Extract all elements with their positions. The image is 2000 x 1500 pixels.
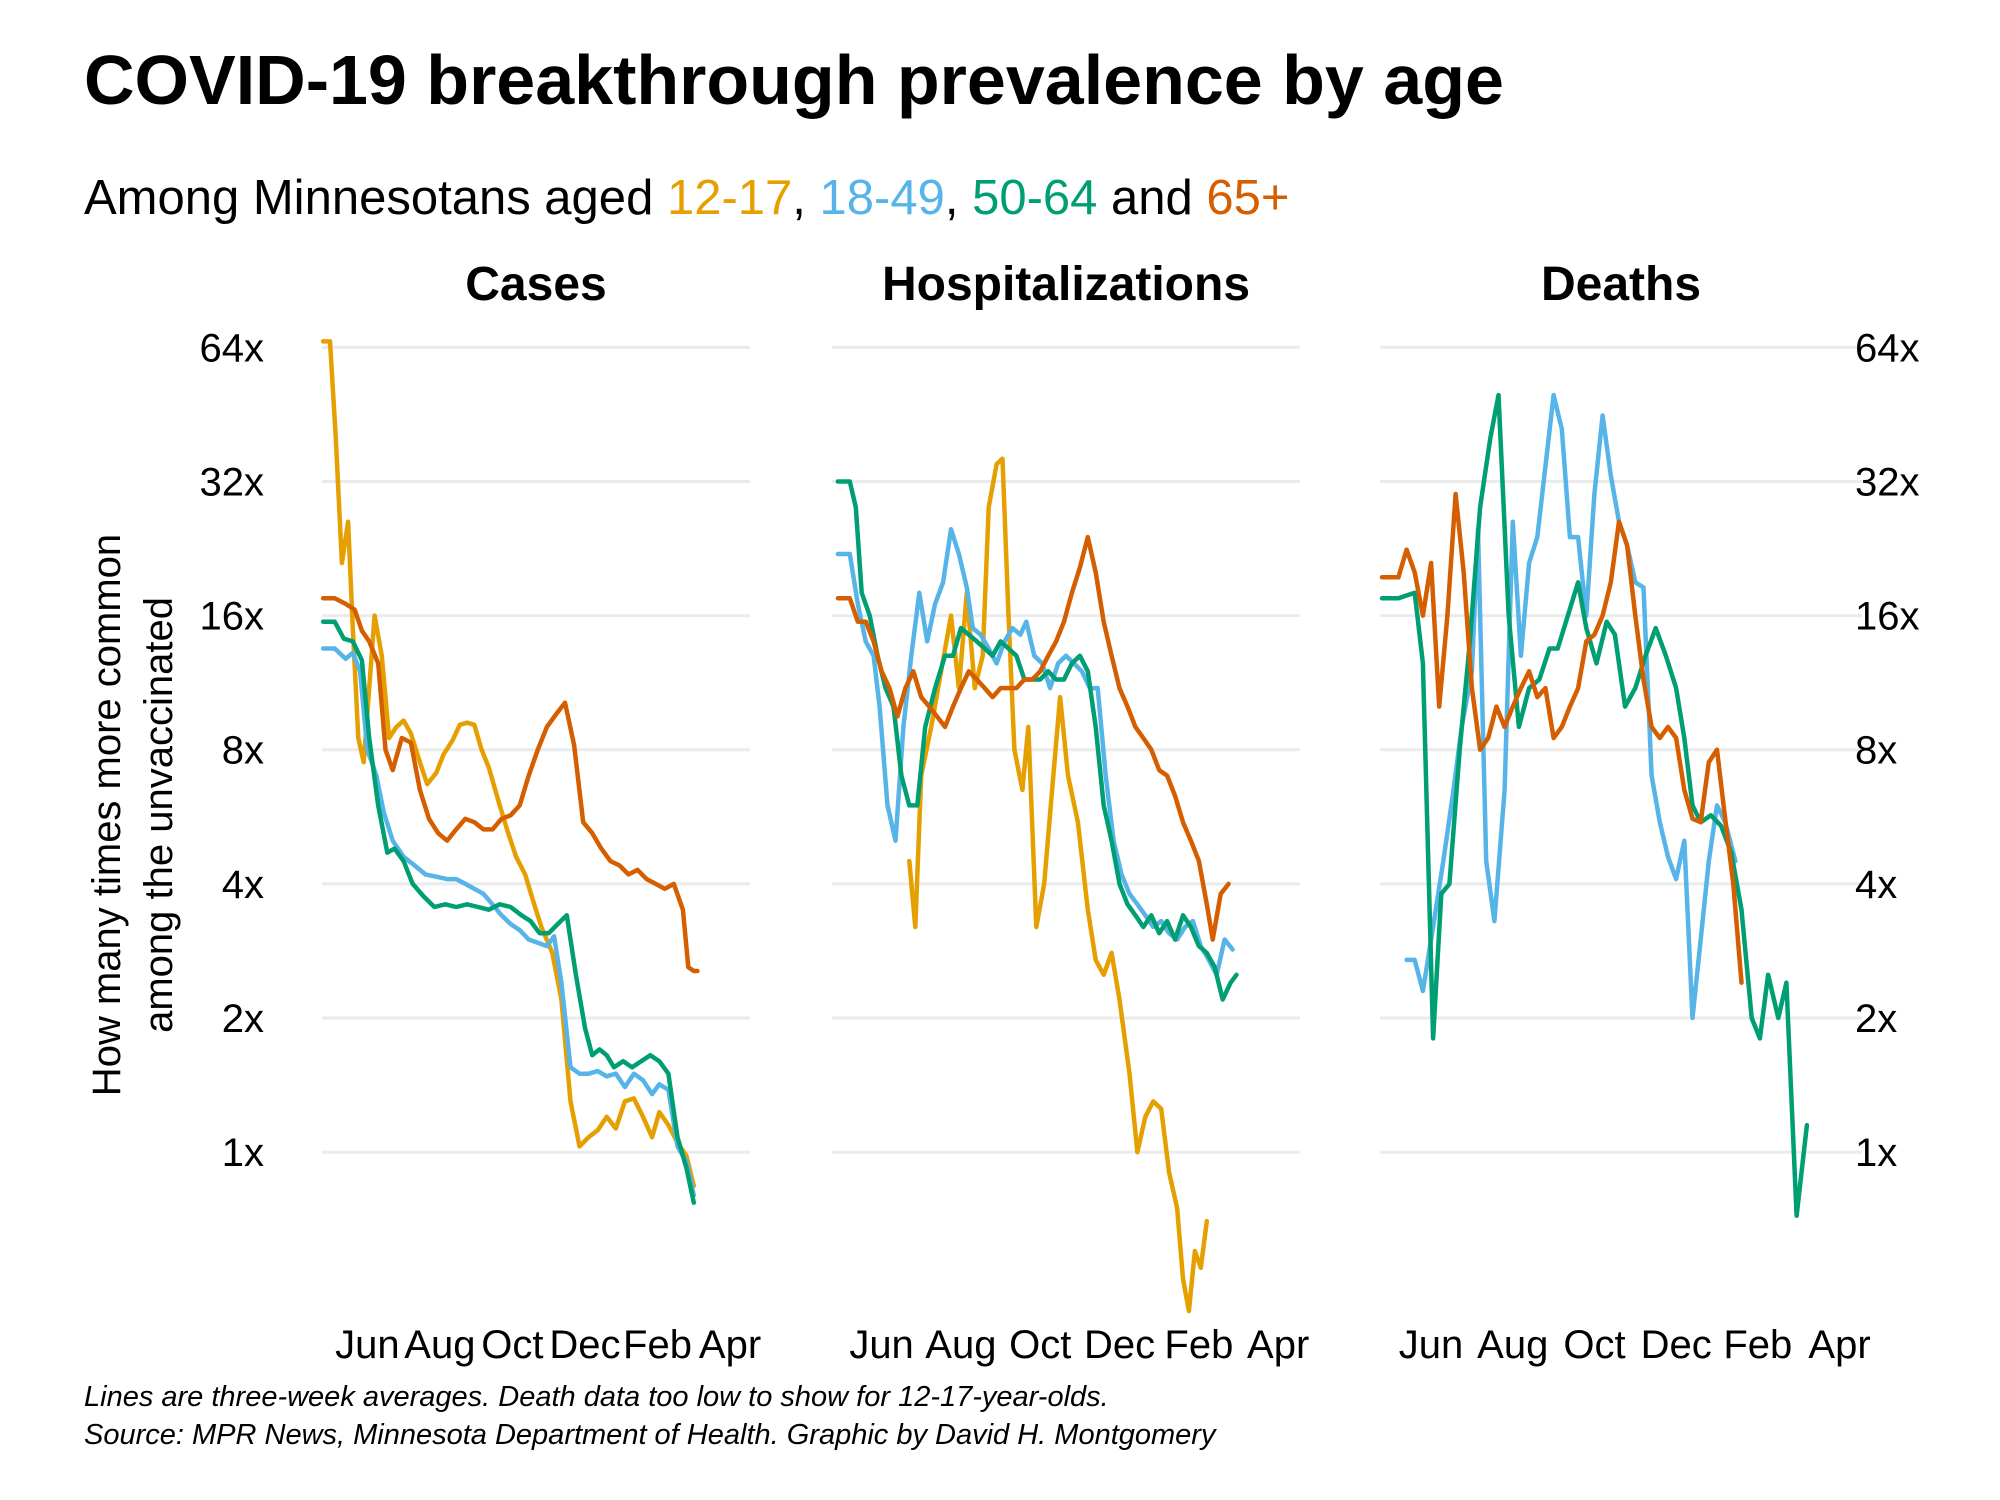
y-tick-label-left: 4x bbox=[222, 863, 264, 907]
series-line-65-plus bbox=[1379, 491, 1744, 985]
footer-note: Lines are three-week averages. Death dat… bbox=[84, 1381, 1109, 1413]
x-tick-label: Jun bbox=[335, 1323, 400, 1367]
y-tick-label-right: 8x bbox=[1855, 729, 1897, 773]
x-tick-label: Apr bbox=[1808, 1323, 1870, 1367]
x-tick-label: Aug bbox=[1477, 1323, 1548, 1367]
x-tick-label: Oct bbox=[1563, 1323, 1625, 1367]
x-tick-label: Aug bbox=[404, 1323, 475, 1367]
panel-title: Deaths bbox=[1541, 258, 1701, 311]
panel-deaths: Deaths Jun Aug Oct Dec Feb Apr bbox=[1379, 258, 1871, 1367]
y-tick-label-right: 32x bbox=[1855, 460, 1920, 504]
x-tick-label: Feb bbox=[623, 1323, 692, 1367]
series-line-18-49 bbox=[320, 646, 697, 1198]
chart-subtitle: Among Minnesotans aged 12-17, 18-49, 50-… bbox=[84, 170, 1290, 226]
y-tick-label-left: 1x bbox=[222, 1131, 264, 1175]
x-tick-label: Apr bbox=[1247, 1323, 1309, 1367]
x-tick-label: Feb bbox=[1164, 1323, 1233, 1367]
y-axis-label: How many times more common bbox=[85, 534, 129, 1096]
subtitle-group-18-49: 18-49 bbox=[819, 171, 945, 225]
series-line-65-plus bbox=[835, 534, 1231, 942]
y-tick-label-left: 2x bbox=[222, 997, 264, 1041]
x-tick-label: Dec bbox=[1084, 1323, 1155, 1367]
x-tick-label: Dec bbox=[1641, 1323, 1712, 1367]
subtitle-group-65-plus: 65+ bbox=[1206, 171, 1290, 225]
footer-source: Source: MPR News, Minnesota Department o… bbox=[84, 1419, 1216, 1451]
subtitle-group-50-64: 50-64 bbox=[972, 171, 1098, 225]
panel-title: Hospitalizations bbox=[882, 258, 1250, 311]
y-axis-label: among the unvaccinated bbox=[137, 597, 181, 1033]
x-tick-label: Oct bbox=[481, 1323, 543, 1367]
x-tick-label: Oct bbox=[1009, 1323, 1071, 1367]
x-tick-label: Jun bbox=[1399, 1323, 1464, 1367]
subtitle-prefix: Among Minnesotans aged bbox=[84, 171, 667, 225]
panel-cases: Cases Jun Aug Oct Dec Feb Apr bbox=[320, 258, 761, 1367]
series-line-18-49 bbox=[835, 526, 1235, 978]
subtitle-group-12-17: 12-17 bbox=[666, 171, 793, 225]
series-line-12-17 bbox=[907, 456, 1210, 1314]
y-tick-label-right: 16x bbox=[1855, 595, 1920, 639]
x-tick-label: Apr bbox=[699, 1323, 761, 1367]
panel-hospitalizations: Hospitalizations Jun Aug Oct Dec Feb Apr bbox=[832, 258, 1309, 1367]
subtitle-separator: , bbox=[792, 171, 820, 225]
y-tick-label-right: 2x bbox=[1855, 997, 1897, 1041]
x-tick-label: Feb bbox=[1723, 1323, 1792, 1367]
subtitle-separator: , bbox=[944, 171, 973, 225]
x-tick-label: Dec bbox=[549, 1323, 620, 1367]
chart-title: COVID-19 breakthrough prevalence by age bbox=[84, 41, 1504, 119]
series-line-50-64 bbox=[320, 619, 697, 1205]
y-tick-label-right: 4x bbox=[1855, 863, 1897, 907]
chart-footer: Lines are three-week averages. Death dat… bbox=[84, 1378, 1215, 1454]
y-tick-label-left: 8x bbox=[222, 729, 264, 773]
series-line-50-64 bbox=[835, 479, 1239, 1002]
series-line-65-plus bbox=[320, 596, 700, 974]
subtitle-separator: and bbox=[1097, 171, 1207, 225]
panel-title: Cases bbox=[465, 258, 606, 311]
x-tick-label: Aug bbox=[925, 1323, 996, 1367]
y-tick-label-left: 32x bbox=[200, 460, 265, 504]
y-tick-label-right: 64x bbox=[1855, 326, 1920, 370]
y-tick-label-left: 64x bbox=[200, 326, 265, 370]
x-tick-label: Jun bbox=[849, 1323, 914, 1367]
y-tick-label-right: 1x bbox=[1855, 1131, 1897, 1175]
y-tick-label-left: 16x bbox=[200, 595, 265, 639]
series-line-50-64 bbox=[1379, 392, 1810, 1218]
series-line-12-17 bbox=[320, 339, 697, 1189]
